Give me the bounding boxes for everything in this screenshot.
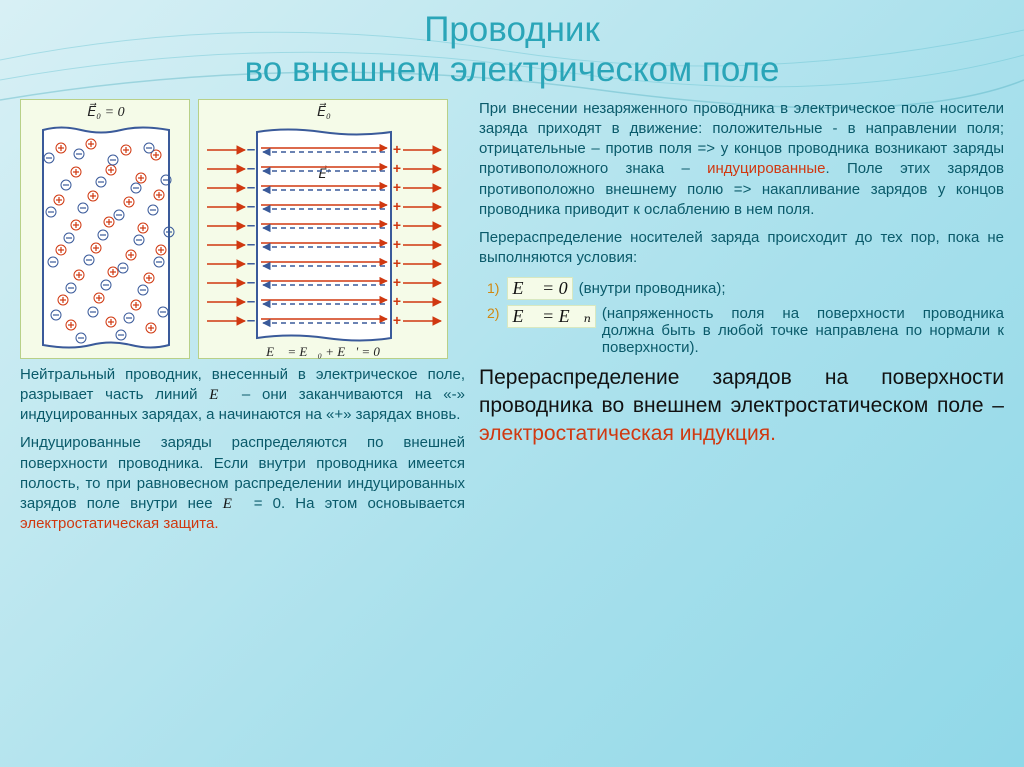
svg-text:–: – — [247, 312, 255, 329]
diagram-conductor-in-field: E⃗₀ E⃗' – + – + – + – + – + – + – + – + – + – + E⃗ = E⃗₀ + E⃗… — [198, 99, 448, 359]
svg-text:–: – — [247, 160, 255, 177]
right-para-1: При внесении незаряженного проводника в … — [479, 99, 1004, 221]
formula-e-normal: E⃗ = E⃗ₙ — [507, 305, 595, 328]
title-line2: во внешнем электрическом поле — [245, 50, 780, 89]
slide-title: Проводник во внешнем электрическом поле — [20, 10, 1004, 91]
svg-text:+: + — [393, 312, 401, 328]
svg-text:E⃗₀: E⃗₀ — [317, 102, 331, 120]
right-column: При внесении незаряженного проводника в … — [479, 99, 1004, 543]
svg-text:+: + — [393, 160, 401, 176]
svg-text:–: – — [247, 236, 255, 253]
svg-text:+: + — [393, 274, 401, 290]
right-para-2: Перераспределение носителей заряда проис… — [479, 228, 1004, 269]
left-para-1: Нейтральный проводник, внесенный в элект… — [20, 365, 465, 426]
condition-1: 1) E⃗ = 0 (внутри проводника); — [487, 277, 1004, 300]
svg-text:E⃗': E⃗' — [319, 165, 330, 180]
left-para-2: Индуцированные заряды распределяются по … — [20, 433, 465, 534]
svg-text:+: + — [393, 255, 401, 271]
svg-text:–: – — [247, 141, 255, 158]
formula-e-zero: E⃗ = 0 — [507, 277, 572, 300]
content-area: E⃗₀ = 0 E⃗₀ E⃗' – + – + – + – + – + – + – + – + – + – + E⃗ = … — [20, 99, 1004, 543]
svg-text:–: – — [247, 255, 255, 272]
condition-2: 2) E⃗ = E⃗ₙ (напряженность поля на повер… — [487, 305, 1004, 356]
svg-text:+: + — [393, 236, 401, 252]
main-statement: Перераспределение зарядов на поверхности… — [479, 364, 1004, 449]
formula-superposition: E⃗ = E⃗₀ + E⃗' = 0 — [199, 344, 447, 360]
title-line1: Проводник — [424, 10, 600, 49]
svg-text:–: – — [247, 217, 255, 234]
svg-text:+: + — [393, 179, 401, 195]
svg-text:–: – — [247, 179, 255, 196]
svg-text:+: + — [393, 293, 401, 309]
svg-text:E⃗₀ = 0: E⃗₀ = 0 — [87, 102, 124, 120]
svg-text:–: – — [247, 293, 255, 310]
diagram-row: E⃗₀ = 0 E⃗₀ E⃗' – + – + – + – + – + – + – + – + – + – + E⃗ = … — [20, 99, 465, 359]
svg-text:+: + — [393, 217, 401, 233]
svg-text:–: – — [247, 274, 255, 291]
diagram-neutral-conductor: E⃗₀ = 0 — [20, 99, 190, 359]
svg-text:+: + — [393, 141, 401, 157]
svg-text:–: – — [247, 198, 255, 215]
left-column: E⃗₀ = 0 E⃗₀ E⃗' – + – + – + – + – + – + – + – + – + – + E⃗ = … — [20, 99, 465, 543]
svg-text:+: + — [393, 198, 401, 214]
conditions-list: 1) E⃗ = 0 (внутри проводника); 2) E⃗ = E… — [487, 277, 1004, 356]
